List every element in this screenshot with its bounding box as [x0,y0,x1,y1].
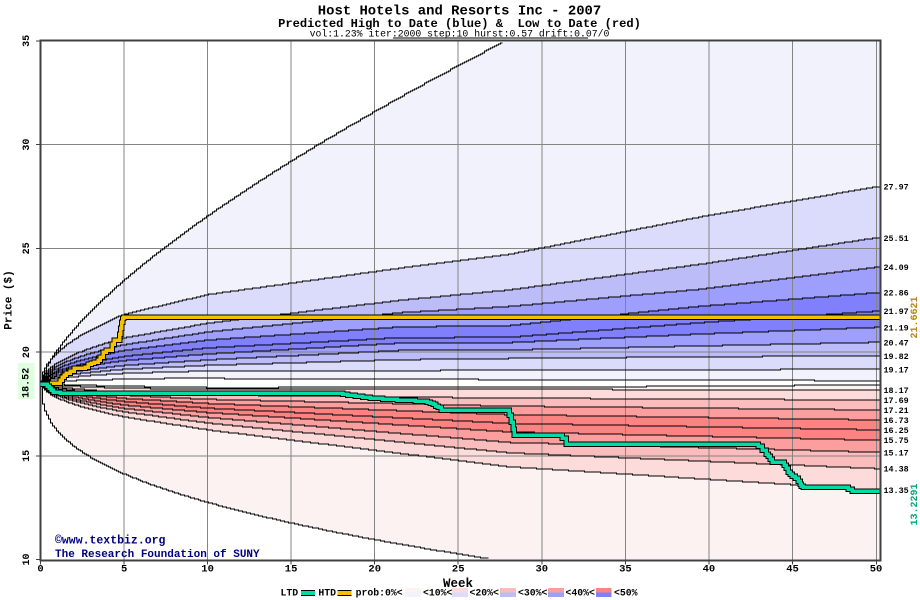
svg-text:vol:1.23% iter:2000 step:10 hu: vol:1.23% iter:2000 step:10 hurst:0.57 d… [310,29,610,40]
svg-text:18.17: 18.17 [884,386,909,396]
svg-text:40: 40 [703,564,716,576]
svg-text:16.25: 16.25 [884,426,909,436]
svg-text:17.21: 17.21 [884,406,909,416]
svg-text:Predicted High to Date (blue): Predicted High to Date (blue) & Low to D… [278,17,641,31]
svg-text:14.38: 14.38 [884,465,909,475]
svg-text:20: 20 [22,346,33,358]
svg-text:<30%<: <30%< [518,588,548,599]
svg-text:50: 50 [870,564,883,576]
svg-text:prob:0%<: prob:0%< [356,588,403,599]
svg-text:19.17: 19.17 [884,365,909,375]
svg-text:<10%<: <10%< [423,588,453,599]
svg-text:Host Hotels and Resorts Inc -: Host Hotels and Resorts Inc - 2007 [318,4,601,20]
svg-text:15.17: 15.17 [884,448,909,458]
svg-text:16.73: 16.73 [884,416,909,426]
svg-text:5: 5 [121,564,127,576]
svg-text:13.35: 13.35 [884,486,909,496]
svg-text:21.19: 21.19 [884,323,909,333]
svg-text:20: 20 [368,564,381,576]
svg-text:45: 45 [786,564,799,576]
svg-text:©www.textbiz.org: ©www.textbiz.org [55,535,166,548]
svg-text:20.47: 20.47 [884,338,909,348]
svg-text:25: 25 [452,564,465,576]
svg-text:17.69: 17.69 [884,396,909,406]
svg-text:0: 0 [37,564,43,576]
svg-text:21.97: 21.97 [884,307,909,317]
svg-text:21.6621: 21.6621 [910,296,920,338]
svg-text:13.2291: 13.2291 [910,483,920,525]
svg-text:Week: Week [443,577,474,591]
svg-text:15: 15 [285,564,298,576]
svg-text:HTD: HTD [318,588,336,599]
svg-text:30: 30 [535,564,548,576]
svg-text:15: 15 [22,450,33,462]
svg-text:25: 25 [22,242,33,254]
svg-text:30: 30 [22,139,33,151]
svg-text:27.97: 27.97 [884,183,909,193]
svg-text:25.51: 25.51 [884,234,909,244]
svg-text:LTD: LTD [281,588,299,599]
svg-text:18.52: 18.52 [22,368,33,398]
svg-text:<50%: <50% [614,588,638,599]
svg-text:<20%<: <20%< [470,588,500,599]
svg-text:22.86: 22.86 [884,289,909,299]
svg-text:35: 35 [619,564,632,576]
svg-text:10: 10 [201,564,214,576]
svg-text:15.75: 15.75 [884,436,909,446]
svg-text:35: 35 [22,35,33,47]
svg-text:10: 10 [22,553,33,565]
svg-text:Price ($): Price ($) [4,270,16,329]
svg-text:<40%<: <40%< [566,588,596,599]
svg-text:19.82: 19.82 [884,352,909,362]
svg-text:The Research Foundation of SUN: The Research Foundation of SUNY [55,549,260,561]
svg-text:24.09: 24.09 [884,263,909,273]
